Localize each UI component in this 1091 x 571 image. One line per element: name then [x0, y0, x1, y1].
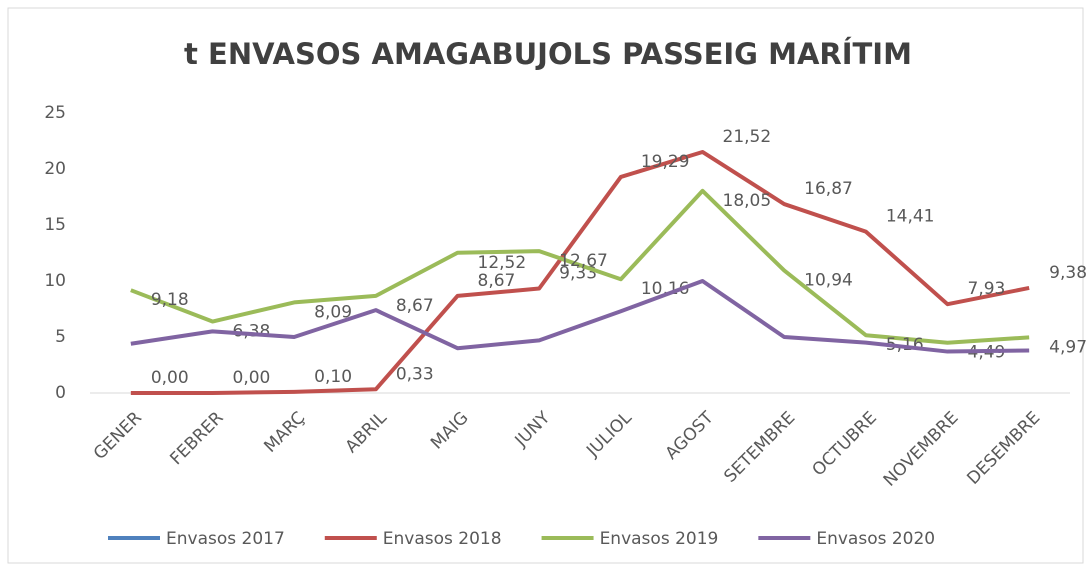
legend-label: Envasos 2018	[383, 529, 502, 549]
data-label: 8,67	[478, 271, 516, 291]
data-label: 12,67	[559, 251, 608, 271]
data-label: 0,10	[314, 367, 352, 387]
y-tick-label: 0	[55, 383, 66, 403]
data-label: 9,18	[151, 290, 189, 310]
y-tick-label: 25	[44, 103, 66, 123]
series-line	[130, 149, 1030, 395]
data-label: 0,00	[151, 368, 189, 388]
y-tick-label: 15	[44, 215, 66, 235]
data-label: 9,38	[1049, 263, 1087, 283]
data-label: 7,93	[968, 279, 1006, 299]
data-label: 8,67	[396, 296, 434, 316]
series-line	[130, 279, 1030, 354]
chart-title: t ENVASOS AMAGABUJOLS PASSEIG MARÍTIM	[184, 37, 912, 71]
y-tick-label: 20	[44, 159, 66, 179]
legend-label: Envasos 2020	[816, 529, 935, 549]
data-label: 19,29	[641, 152, 690, 172]
data-label: 4,97	[1049, 337, 1087, 357]
data-label: 10,16	[641, 279, 690, 299]
legend-label: Envasos 2017	[166, 529, 285, 549]
chart-border	[7, 7, 1084, 564]
data-label: 14,41	[886, 207, 935, 227]
data-label: 18,05	[723, 191, 772, 211]
y-tick-label: 5	[55, 327, 66, 347]
y-tick-label: 10	[44, 271, 66, 291]
data-label: 21,52	[723, 127, 772, 147]
data-label: 12,52	[478, 253, 527, 273]
data-label: 0,00	[233, 368, 271, 388]
legend-label: Envasos 2019	[600, 529, 719, 549]
data-label: 10,94	[804, 270, 853, 290]
data-label: 16,87	[804, 179, 853, 199]
data-label: 8,09	[314, 302, 352, 322]
data-label: 0,33	[396, 364, 434, 384]
series-line	[130, 188, 1030, 345]
